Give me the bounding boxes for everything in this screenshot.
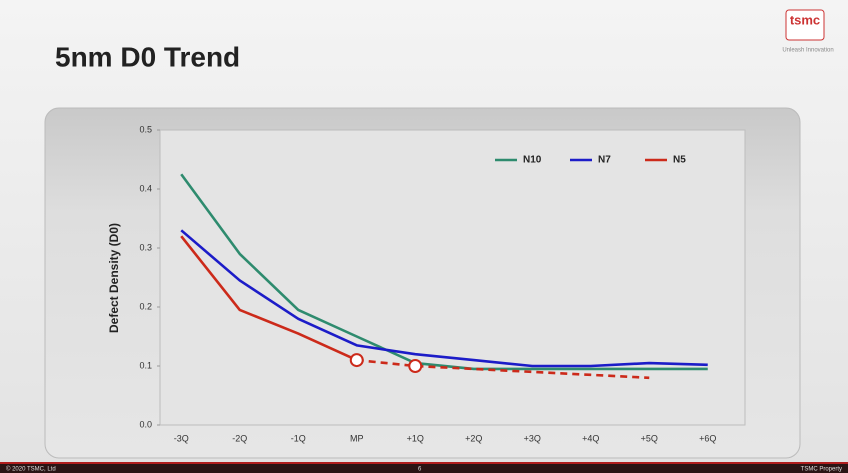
slide-title: 5nm D0 Trend xyxy=(55,41,240,72)
series-line xyxy=(180,229,708,368)
y-tick-label: 0.5 xyxy=(139,124,152,134)
point-marker xyxy=(349,353,364,368)
logo: tsmc xyxy=(790,12,820,27)
y-tick-label: 0.2 xyxy=(139,301,152,311)
x-tick-label: -2Q xyxy=(232,433,247,443)
copyright: © 2020 TSMC, Ltd xyxy=(6,466,56,473)
y-axis-label: Defect Density (D0) xyxy=(107,223,121,333)
x-tick-label: +6Q xyxy=(699,433,716,443)
projected-line xyxy=(356,358,650,380)
footer-bar xyxy=(0,463,848,473)
point-marker xyxy=(408,359,423,373)
logo-box xyxy=(785,9,825,41)
x-tick-label: +2Q xyxy=(465,433,482,443)
x-tick-label: -3Q xyxy=(174,433,189,443)
y-tick-label: 0.4 xyxy=(139,183,152,193)
legend-label: N10 xyxy=(523,155,542,166)
x-tick-label: +1Q xyxy=(407,433,424,443)
y-tick-label: 0.3 xyxy=(139,242,152,252)
y-tick-label: 0.0 xyxy=(139,419,152,429)
legend-label: N5 xyxy=(673,155,686,166)
property-note: TSMC Property xyxy=(801,467,842,473)
plot-area xyxy=(159,129,746,426)
tagline: Unleash Innovation xyxy=(782,48,833,54)
legend-label: N7 xyxy=(598,155,611,166)
y-tick-label: 0.1 xyxy=(139,360,152,370)
page-number: 6 xyxy=(418,467,422,473)
x-tick-label: MP xyxy=(350,433,364,443)
series-line xyxy=(180,235,358,362)
x-tick-label: -1Q xyxy=(291,433,306,443)
x-tick-label: +4Q xyxy=(582,433,599,443)
series-line xyxy=(180,173,708,371)
footer-stripe xyxy=(0,462,848,464)
x-tick-label: +5Q xyxy=(641,433,658,443)
x-tick-label: +3Q xyxy=(524,433,541,443)
